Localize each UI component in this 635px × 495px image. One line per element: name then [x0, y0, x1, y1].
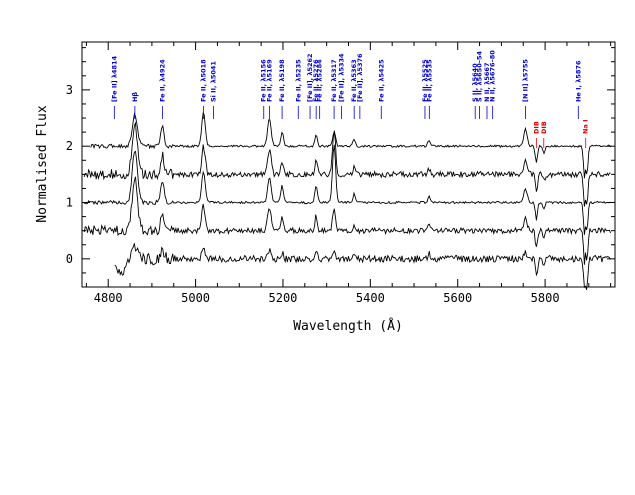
line-identifications: [Fe II] λ4814 Hβ Fe II, λ4924 Fe II, λ5018 S…: [110, 50, 590, 148]
line-id-label: Fe II, λ5198: [278, 59, 286, 102]
spectrum-series-2: [83, 121, 611, 207]
line-id-label: Fe II, λ5535: [425, 59, 433, 102]
line-id-label: Fe II, λ5363: [350, 59, 358, 102]
y-tick-label: 2: [66, 139, 73, 153]
line-id-label: Fe II, λ5018: [199, 59, 207, 102]
spectrum-series-1: [90, 112, 611, 179]
line-id-label: S II, λ5640: [471, 63, 479, 102]
x-axis-label: Wavelength (Å): [293, 318, 403, 334]
y-tick-label: 3: [66, 83, 73, 97]
line-id-label: Fe II, λ5235: [294, 59, 302, 102]
spectrum-series-4: [83, 176, 612, 265]
line-id-label: [Fe II], λ5334: [338, 53, 346, 102]
y-tick-label: 0: [66, 252, 73, 266]
line-id-label: S II, λ5650–54: [476, 51, 484, 102]
line-id-label: DIB: [532, 121, 540, 134]
x-tick-label: 5000: [181, 291, 210, 305]
line-id-label: Fe II, λ4924: [158, 59, 166, 102]
line-id-label: Fe II, λ5284: [316, 59, 324, 102]
line-id-label: Fe II, λ5276: [312, 59, 320, 102]
y-tick-label: 1: [66, 196, 73, 210]
line-id-label: He I, λ5876: [574, 60, 582, 102]
y-axis-label: Normalised Flux: [35, 105, 50, 223]
axis-ticks: 4800 5000 5200 5400 5600 5800 0 1 2 3: [66, 42, 615, 305]
x-tick-label: 5400: [356, 291, 385, 305]
line-id-label: Fe II, λ5317: [330, 59, 338, 102]
line-id-label: DIB: [540, 121, 548, 134]
line-id-label: Hβ: [131, 92, 139, 102]
x-tick-label: 5200: [269, 291, 298, 305]
x-tick-label: 5800: [531, 291, 560, 305]
line-id-label: Fe II, λ5169: [265, 59, 273, 102]
x-tick-label: 5600: [443, 291, 472, 305]
line-id-label: N II, λ5667: [483, 63, 491, 102]
line-id-label: Si II, λ5041: [210, 61, 218, 102]
line-id-label: [N II] λ5755: [521, 59, 529, 102]
line-id-label: Fe II, λ5156: [260, 59, 268, 102]
line-id-label: N II, λ5676–80: [489, 50, 497, 102]
line-id-label: [Fe II] λ4814: [110, 55, 118, 102]
line-id-label: Fe II, λ5525: [421, 59, 429, 102]
x-tick-label: 4800: [94, 291, 123, 305]
spectrum-series-5: [114, 243, 611, 290]
line-id-label: Fe II, λ5425: [377, 59, 385, 102]
line-id-label: [Fe II], λ5376: [356, 53, 364, 102]
spectrum-series-3: [84, 144, 611, 235]
spectra-series: [83, 112, 612, 290]
line-id-label: Na I: [582, 119, 590, 134]
line-id-label: [Fe II], λ5262: [306, 53, 314, 102]
